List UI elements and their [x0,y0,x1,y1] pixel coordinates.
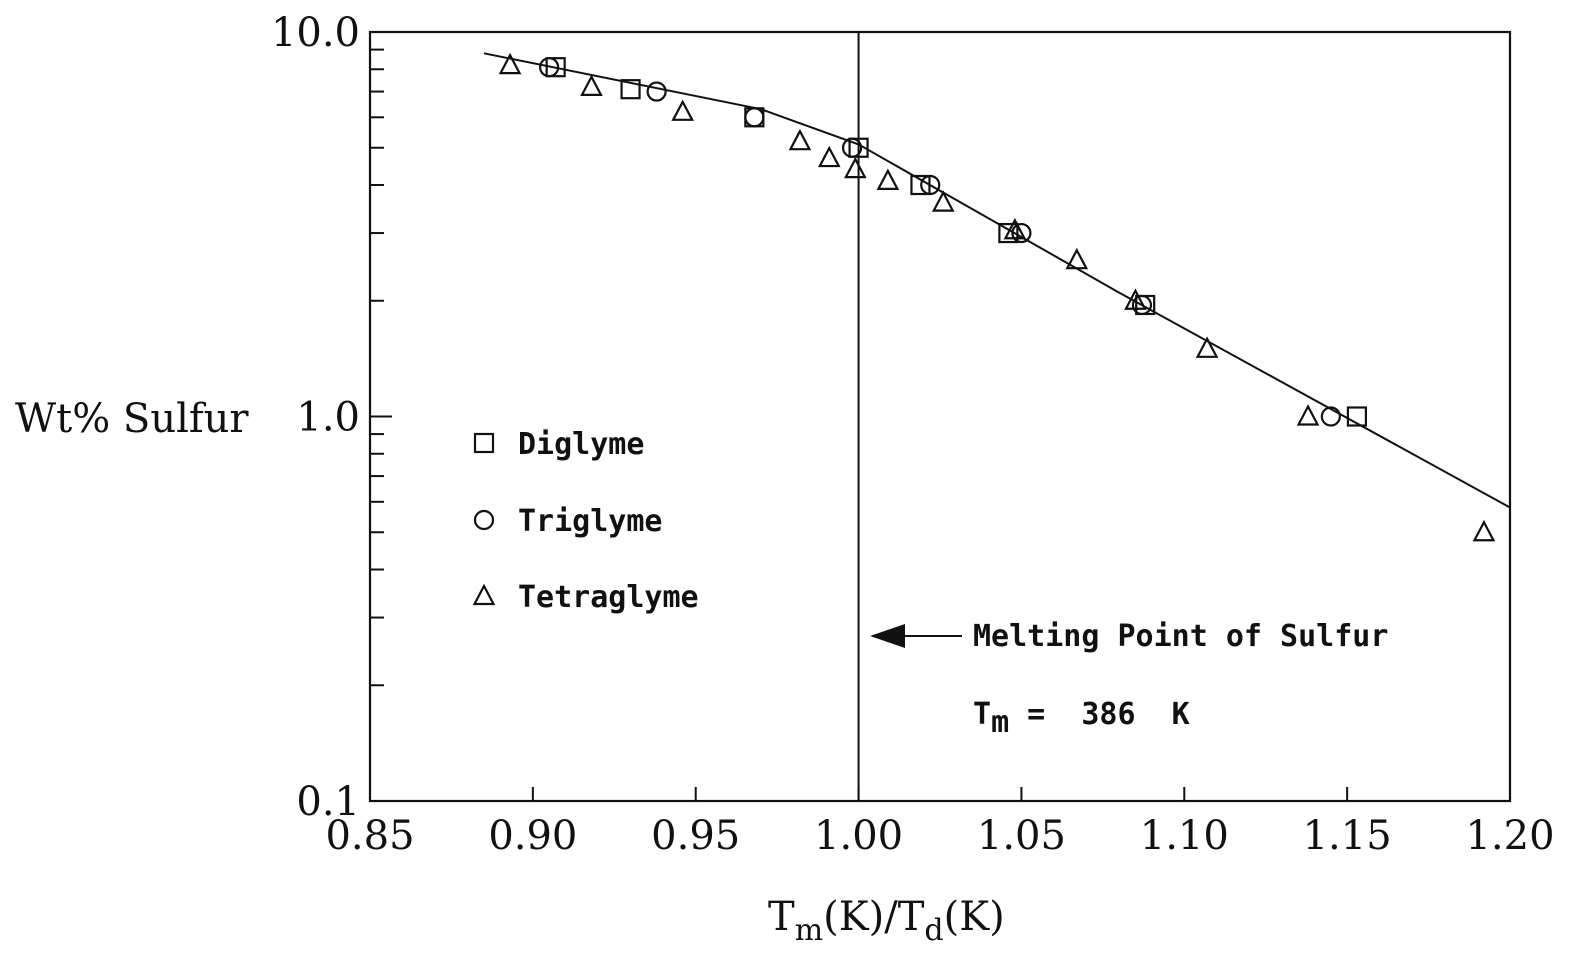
legend-item-tetraglyme: Tetraglyme [472,580,699,615]
y-tick-label: 10.0 [271,10,360,56]
triglyme-point [1320,406,1341,427]
x-tick-label: 1.20 [1465,813,1554,859]
tetraglyme-point [1003,217,1027,240]
triglyme-point [1131,294,1153,316]
legend-label-diglyme: Diglyme [518,427,644,462]
x-tick-label: 0.90 [488,813,577,859]
tetraglyme-point [1296,404,1320,426]
annotation-label: Melting Point of Sulfur [973,619,1388,654]
legend-label-triglyme: Triglyme [518,504,663,539]
diglyme-point [620,79,641,100]
diglyme-point [545,57,566,78]
triglyme-point [744,107,765,128]
annotation-arrowhead [870,624,905,648]
x-tick-label: 1.00 [814,813,903,859]
data-points [498,52,1496,542]
x-axis-tick-labels: 0.85 0.90 0.95 1.00 1.05 1.10 1.15 1.20 [325,813,1554,859]
diglyme-point [848,137,869,158]
x-tick-label: 0.95 [651,813,740,859]
annotation-formula-subscript: m [991,705,1009,740]
x-tick-label: 1.10 [1140,813,1229,859]
x-axis-ticks [369,787,1511,801]
x-axis-title-mid: (K)/T [823,894,925,940]
x-axis-title-sub-d: d [924,913,943,948]
tetraglyme-point [1065,247,1089,270]
triglyme-point [920,174,941,196]
y-axis-minor-ticks [370,48,392,802]
legend-marker-tetraglyme [472,583,496,606]
triglyme-point [539,57,560,78]
x-tick-label: 1.15 [1303,813,1392,859]
tetraglyme-point [876,168,900,190]
tetraglyme-point [1472,519,1496,542]
legend: Diglyme Triglyme Tetraglyme [472,427,699,615]
tetraglyme-point [1124,288,1147,310]
annotation-formula-t: T [973,697,991,732]
y-axis-tick-labels: 0.1 1.0 10.0 [271,10,360,825]
tetraglyme-point [671,99,695,121]
series-triglyme [539,57,1341,427]
legend-marker-triglyme [473,509,495,531]
annotation-formula: Tm = 386 K [973,697,1190,740]
tetraglyme-point [580,74,603,96]
legend-item-triglyme: Triglyme [473,504,663,539]
fit-line [483,52,1511,509]
x-axis-title-end: (K) [944,894,1005,940]
x-tick-label: 1.05 [977,813,1066,859]
diglyme-point [1346,406,1368,427]
triglyme-point [841,137,863,158]
melting-point-annotation: Melting Point of Sulfur Tm = 386 K [870,619,1388,740]
legend-label-tetraglyme: Tetraglyme [518,580,699,615]
legend-item-diglyme: Diglyme [473,427,644,462]
diglyme-point [910,174,931,196]
diglyme-point [998,222,1019,244]
tetraglyme-point [1195,336,1219,358]
x-axis-title-sub-m: m [795,913,823,948]
tetraglyme-point [931,190,955,212]
tetraglyme-point [498,52,522,75]
annotation-formula-rest: = 386 K [1009,697,1190,732]
series-diglyme [545,57,1368,427]
legend-marker-diglyme [473,432,495,454]
triglyme-point [646,81,667,102]
tetraglyme-point [843,156,867,179]
x-tick-label: 0.85 [325,813,414,859]
tetraglyme-point [788,128,812,151]
x-axis-title: Tm(K)/Td(K) [768,894,1005,948]
triglyme-point [1011,222,1032,244]
y-tick-label: 0.1 [296,779,360,825]
y-tick-label: 1.0 [296,395,360,441]
tetraglyme-point [817,145,841,168]
y-axis-title: Wt% Sulfur [15,396,249,442]
series-tetraglyme [498,52,1496,542]
x-axis-title-t1: T [768,894,795,940]
